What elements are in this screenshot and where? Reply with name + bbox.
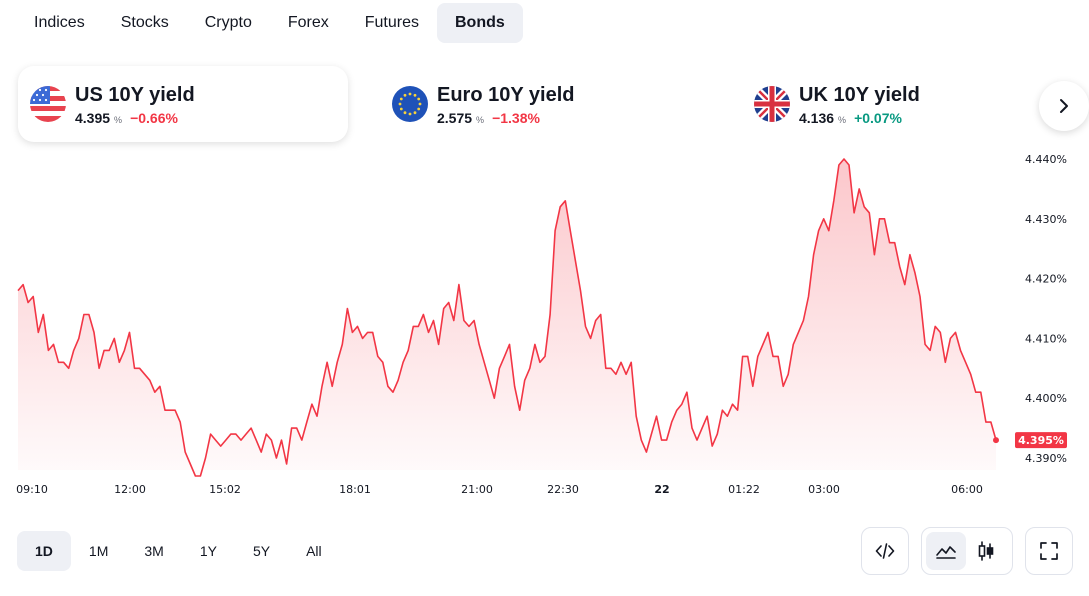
last-value-badge: 4.395% <box>1015 432 1067 449</box>
yield-change: −0.66% <box>130 109 178 126</box>
x-tick-label: 03:00 <box>808 483 840 496</box>
yield-value: 4.136 <box>799 109 835 126</box>
y-tick-label: 4.410% <box>1025 332 1067 345</box>
candlestick-icon <box>978 541 994 561</box>
embed-button[interactable] <box>866 532 904 570</box>
x-tick-label: 06:00 <box>951 483 983 496</box>
y-tick-label: 4.430% <box>1025 213 1067 226</box>
x-tick-label: 15:02 <box>209 483 241 496</box>
range-3m[interactable]: 3M <box>144 543 164 559</box>
y-axis: 4.440% 4.430% 4.420% 4.410% 4.400% 4.390% <box>1025 153 1067 465</box>
code-icon <box>875 543 895 559</box>
yield-change: −1.38% <box>492 109 540 126</box>
yield-chart[interactable]: 4.440% 4.430% 4.420% 4.410% 4.400% 4.390% 09:… <box>0 150 1089 510</box>
y-tick-label: 4.400% <box>1025 392 1067 405</box>
area-chart-button[interactable] <box>926 532 966 570</box>
range-1y[interactable]: 1Y <box>199 543 217 559</box>
candlestick-chart-button[interactable] <box>966 532 1006 570</box>
y-tick-label: 4.440% <box>1025 153 1067 166</box>
tab-futures[interactable]: Futures <box>364 14 419 31</box>
x-tick-label: 22 <box>654 483 669 496</box>
chart-type-group <box>921 527 1013 575</box>
tab-indices[interactable]: Indices <box>34 14 85 31</box>
next-cards-button[interactable] <box>1039 81 1089 131</box>
card-euro-10y[interactable]: Euro 10Y yield 2.575 % −1.38% <box>380 66 710 142</box>
x-tick-label: 12:00 <box>114 483 146 496</box>
range-1d[interactable]: 1D <box>17 531 71 571</box>
card-title: UK 10Y yield <box>799 83 920 106</box>
x-tick-label: 09:10 <box>16 483 48 496</box>
chart-series-line <box>17 158 997 477</box>
yield-unit: % <box>114 114 123 125</box>
yield-change: +0.07% <box>854 109 902 126</box>
eu-flag-icon <box>392 86 428 122</box>
yield-value: 4.395 <box>75 109 111 126</box>
tab-crypto[interactable]: Crypto <box>204 14 252 31</box>
x-tick-label: 01:22 <box>728 483 760 496</box>
symbol-cards: US 10Y yield 4.395 % −0.66% Euro 10Y yie… <box>16 66 1089 146</box>
range-selector: 1D 1M 3M 1Y 5Y All <box>17 531 340 571</box>
market-tabs: Indices Stocks Crypto Forex Futures Bond… <box>16 3 523 43</box>
tab-bonds[interactable]: Bonds <box>437 3 523 43</box>
fullscreen-button[interactable] <box>1030 532 1068 570</box>
y-tick-label: 4.420% <box>1025 273 1067 286</box>
chart-area-fill <box>18 159 996 476</box>
yield-unit: % <box>476 114 485 125</box>
chevron-right-icon <box>1060 99 1068 113</box>
card-us-10y[interactable]: US 10Y yield 4.395 % −0.66% <box>18 66 348 142</box>
area-chart-icon <box>936 546 956 559</box>
yield-unit: % <box>838 114 847 125</box>
card-title: Euro 10Y yield <box>437 83 575 106</box>
x-tick-label: 18:01 <box>339 483 371 496</box>
x-tick-label: 21:00 <box>461 483 493 496</box>
y-tick-label: 4.390% <box>1025 452 1067 465</box>
yield-value: 2.575 <box>437 109 473 126</box>
fullscreen-tool-group <box>1025 527 1073 575</box>
embed-tool-group <box>861 527 909 575</box>
chart-last-point <box>993 437 999 444</box>
uk-flag-icon <box>754 86 790 122</box>
us-flag-icon <box>30 86 66 122</box>
tab-stocks[interactable]: Stocks <box>120 14 169 31</box>
last-value-label: 4.395% <box>1018 434 1064 447</box>
x-axis: 09:10 12:00 15:02 18:01 21:00 22:30 22 01:22 03:… <box>16 483 983 496</box>
card-uk-10y[interactable]: UK 10Y yield 4.136 % +0.07% <box>742 66 1042 142</box>
card-title: US 10Y yield <box>75 83 195 106</box>
range-5y[interactable]: 5Y <box>252 543 271 559</box>
range-all[interactable]: All <box>306 543 322 559</box>
fullscreen-icon <box>1040 542 1058 560</box>
x-tick-label: 22:30 <box>547 483 579 496</box>
tab-forex[interactable]: Forex <box>287 14 329 31</box>
range-1m[interactable]: 1M <box>88 543 109 559</box>
